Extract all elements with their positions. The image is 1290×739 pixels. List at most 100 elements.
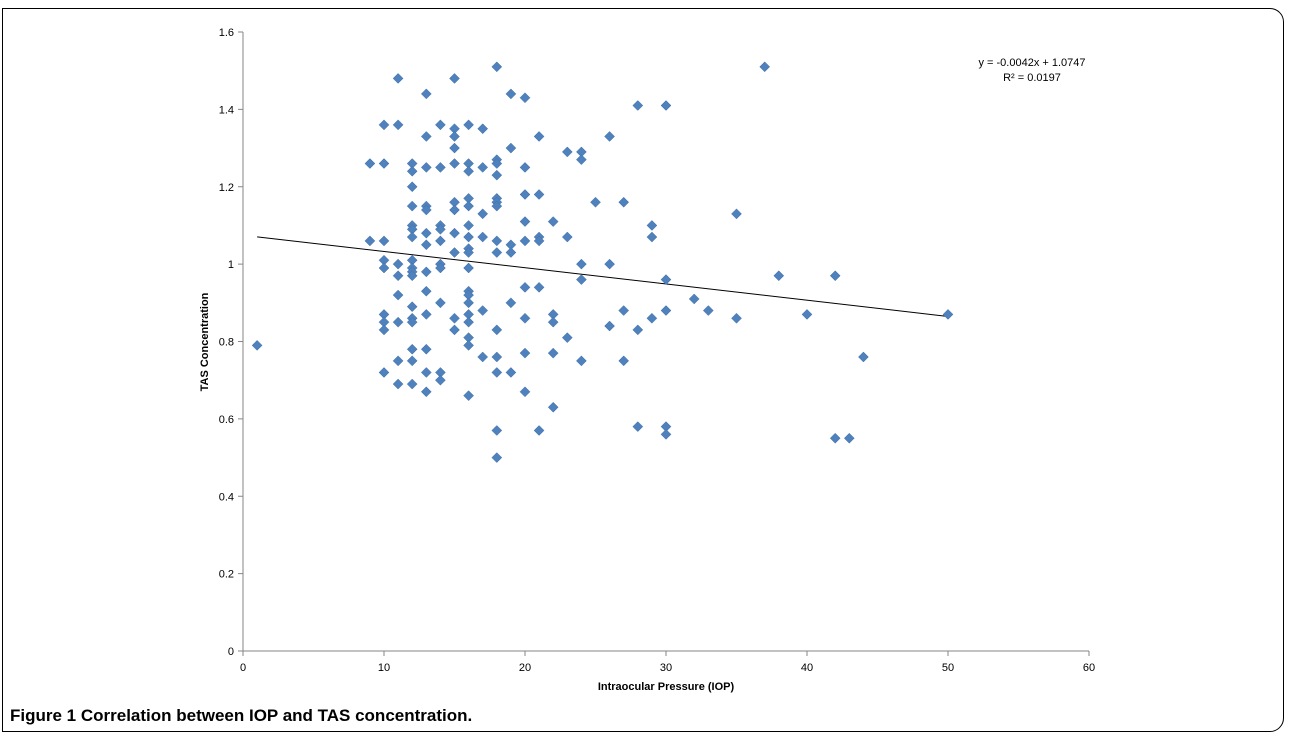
data-point bbox=[660, 428, 672, 440]
data-point bbox=[463, 390, 474, 402]
data-point bbox=[590, 196, 601, 208]
data-point bbox=[420, 367, 432, 378]
data-point bbox=[519, 312, 531, 324]
data-point bbox=[491, 452, 503, 463]
trendline-equation: y = -0.0042x + 1.0747 bbox=[978, 57, 1085, 69]
data-point bbox=[392, 270, 404, 282]
data-point bbox=[547, 401, 559, 413]
data-point bbox=[435, 119, 446, 131]
data-point bbox=[392, 258, 404, 270]
figure-frame bbox=[2, 8, 1284, 732]
data-point bbox=[463, 340, 474, 351]
data-point bbox=[632, 324, 644, 336]
data-point bbox=[646, 231, 658, 243]
y-axis-label: TAS Concentration bbox=[199, 292, 211, 391]
data-point bbox=[420, 285, 432, 297]
data-point bbox=[463, 165, 474, 177]
data-point bbox=[576, 258, 587, 270]
data-point bbox=[547, 216, 559, 227]
data-point bbox=[435, 297, 446, 309]
data-point bbox=[463, 297, 474, 309]
y-tick-label: 0.4 bbox=[219, 491, 234, 503]
data-point bbox=[519, 162, 531, 173]
data-points bbox=[251, 61, 954, 463]
data-point bbox=[688, 293, 700, 305]
data-point bbox=[420, 266, 432, 278]
data-point bbox=[491, 367, 503, 378]
x-tick-label: 60 bbox=[1083, 662, 1095, 674]
data-point bbox=[519, 189, 531, 200]
data-point bbox=[406, 355, 418, 367]
y-ticks: 0 0.2 0.4 0.6 0.8 1 1.2 1.4 1.6 bbox=[219, 27, 243, 658]
data-point bbox=[406, 301, 418, 313]
data-point bbox=[392, 355, 404, 367]
data-point bbox=[660, 100, 672, 111]
data-point bbox=[576, 274, 587, 285]
data-point bbox=[251, 340, 263, 351]
data-point bbox=[406, 378, 418, 390]
y-tick-label: 0.6 bbox=[219, 414, 234, 426]
data-point bbox=[731, 208, 742, 220]
data-point bbox=[519, 92, 531, 104]
data-point bbox=[378, 367, 390, 378]
data-point bbox=[406, 343, 418, 355]
data-point bbox=[618, 355, 630, 367]
figure-caption: Figure 1 Correlation between IOP and TAS… bbox=[10, 706, 472, 726]
data-point bbox=[533, 235, 545, 247]
data-point bbox=[449, 204, 460, 216]
y-tick-label: 0.2 bbox=[219, 569, 234, 581]
data-point bbox=[392, 378, 404, 390]
data-point bbox=[420, 162, 432, 173]
data-point bbox=[364, 235, 376, 247]
x-tick-label: 40 bbox=[801, 662, 813, 674]
x-tick-label: 30 bbox=[660, 662, 672, 674]
data-point bbox=[364, 158, 376, 169]
data-point bbox=[604, 258, 615, 270]
data-point bbox=[561, 146, 573, 158]
data-point bbox=[449, 312, 460, 324]
data-point bbox=[378, 324, 390, 336]
data-point bbox=[533, 425, 545, 436]
data-point bbox=[420, 386, 432, 398]
data-point bbox=[759, 61, 771, 73]
y-tick-label: 1.4 bbox=[219, 104, 234, 116]
data-point bbox=[829, 432, 841, 444]
x-tick-label: 50 bbox=[942, 662, 954, 674]
y-tick-label: 0 bbox=[228, 646, 234, 658]
data-point bbox=[519, 347, 531, 359]
data-point bbox=[505, 142, 517, 154]
y-tick-label: 0.8 bbox=[219, 337, 234, 349]
data-point bbox=[829, 270, 841, 282]
data-point bbox=[519, 216, 531, 227]
figure-caption-label: Figure 1 bbox=[10, 706, 77, 725]
data-point bbox=[646, 220, 658, 231]
data-point bbox=[463, 262, 474, 274]
data-point bbox=[378, 158, 390, 169]
data-point bbox=[392, 316, 404, 328]
data-point bbox=[843, 432, 855, 444]
y-tick-label: 1.2 bbox=[219, 182, 234, 194]
data-point bbox=[420, 204, 432, 216]
data-point bbox=[519, 235, 531, 247]
data-point bbox=[449, 158, 460, 169]
data-point bbox=[449, 247, 460, 258]
data-point bbox=[406, 165, 418, 177]
data-point bbox=[406, 316, 418, 328]
data-point bbox=[378, 262, 390, 274]
data-point bbox=[435, 374, 446, 386]
data-point bbox=[435, 223, 446, 235]
data-point bbox=[533, 281, 545, 293]
data-point bbox=[449, 227, 460, 239]
data-point bbox=[576, 355, 587, 367]
data-point bbox=[491, 324, 503, 336]
data-point bbox=[420, 309, 432, 320]
data-point bbox=[420, 343, 432, 355]
data-point bbox=[942, 309, 954, 320]
data-point bbox=[660, 274, 672, 285]
data-point bbox=[420, 88, 432, 100]
figure-caption-text: Correlation between IOP and TAS concentr… bbox=[76, 706, 473, 725]
data-point bbox=[449, 131, 460, 142]
x-ticks: 0 10 20 30 40 50 60 bbox=[240, 651, 1095, 674]
data-point bbox=[547, 316, 559, 328]
